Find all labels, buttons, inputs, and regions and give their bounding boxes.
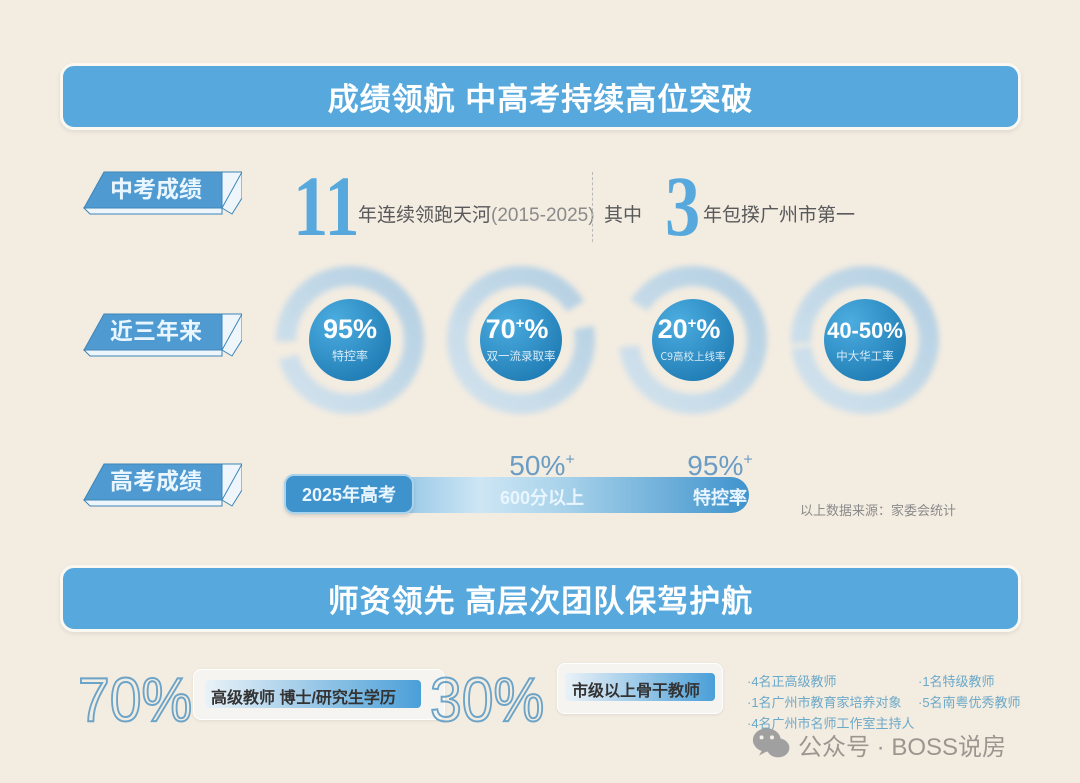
- svg-text:95%: 95%: [323, 314, 377, 344]
- svg-text:中大华工率: 中大华工率: [836, 348, 894, 364]
- svg-text:双一流录取率: 双一流录取率: [487, 348, 556, 364]
- svg-text:高考成绩: 高考成绩: [110, 462, 202, 496]
- svg-text:特控率: 特控率: [332, 347, 368, 364]
- svg-text:40-50%: 40-50%: [827, 318, 903, 343]
- svg-text:C9高校上线率: C9高校上线率: [660, 349, 725, 364]
